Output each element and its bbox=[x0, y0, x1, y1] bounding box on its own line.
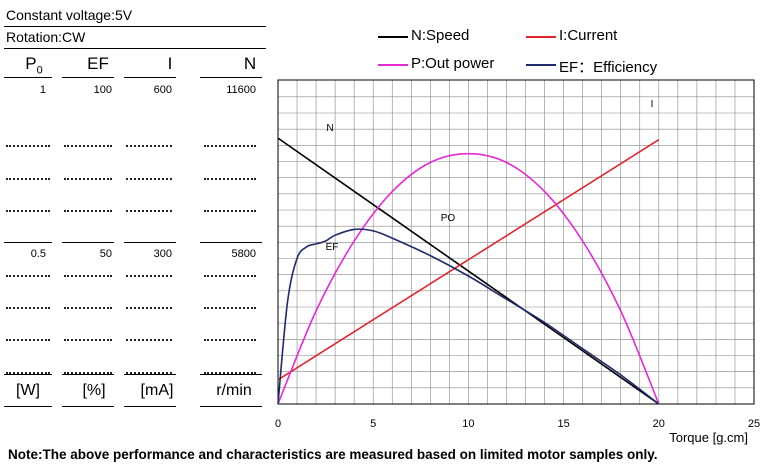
ef-max-value: 100 bbox=[93, 84, 112, 96]
dotted-tick bbox=[6, 339, 50, 341]
series-label-ef: EF bbox=[326, 242, 339, 253]
table-bottom-line bbox=[62, 406, 114, 407]
x-tick-label: 10 bbox=[462, 418, 474, 430]
ef-mid-value: 50 bbox=[99, 248, 112, 260]
legend-label-current: I:Current bbox=[559, 27, 618, 44]
column-head-p-main: P bbox=[25, 54, 37, 73]
dotted-tick bbox=[126, 275, 172, 277]
series-line-i bbox=[277, 139, 660, 381]
plot-frame bbox=[277, 79, 755, 405]
dotted-tick bbox=[204, 307, 256, 309]
table-unit-line bbox=[4, 374, 52, 375]
x-tick-label: 0 bbox=[275, 418, 281, 430]
series-labels: N I PO EF bbox=[326, 99, 654, 253]
table-head-underline bbox=[200, 77, 262, 78]
dotted-tick bbox=[204, 372, 256, 374]
x-tick-label: 15 bbox=[557, 418, 569, 430]
x-axis-label: Torque [g.cm] bbox=[669, 430, 748, 445]
dotted-tick bbox=[64, 210, 112, 212]
dotted-tick bbox=[64, 275, 112, 277]
x-tick-labels: 0 5 10 15 20 25 bbox=[275, 418, 760, 430]
column-head-p-sub: 0 bbox=[36, 64, 43, 77]
series-line-ef bbox=[277, 228, 660, 405]
legend-swatch-speed bbox=[378, 36, 408, 38]
table-bottom-line bbox=[124, 406, 176, 407]
dotted-tick bbox=[64, 372, 112, 374]
dotted-tick bbox=[126, 339, 172, 341]
chart-series bbox=[277, 137, 660, 405]
table-mid-line bbox=[200, 242, 262, 243]
column-head-ef: EF bbox=[87, 54, 109, 73]
table-bottom-line bbox=[4, 406, 52, 407]
dotted-tick bbox=[64, 307, 112, 309]
column-head-n: N bbox=[243, 54, 257, 73]
column-head-p: P0 bbox=[14, 54, 54, 76]
table-head-underline bbox=[62, 77, 114, 78]
dotted-tick bbox=[6, 307, 50, 309]
n-unit: r/min bbox=[216, 382, 252, 399]
table-bottom-line bbox=[200, 406, 262, 407]
series-line-n bbox=[277, 137, 660, 405]
legend-label-efficiency: EF：Efficiency bbox=[559, 59, 658, 76]
dotted-tick bbox=[6, 210, 50, 212]
rotation-label: Rotation:CW bbox=[6, 29, 86, 45]
n-max-value: 11600 bbox=[226, 84, 256, 96]
legend-label-power: P:Out power bbox=[411, 55, 495, 72]
voltage-label: Constant voltage:5V bbox=[6, 7, 133, 23]
divider-line bbox=[4, 26, 266, 27]
n-mid-value: 5800 bbox=[231, 248, 256, 260]
i-mid-value: 300 bbox=[153, 248, 172, 260]
table-unit-line bbox=[124, 374, 176, 375]
dotted-tick bbox=[64, 145, 112, 147]
dotted-tick bbox=[204, 178, 256, 180]
table-head-underline bbox=[4, 77, 52, 78]
p-unit: [W] bbox=[16, 382, 40, 399]
dotted-tick bbox=[64, 178, 112, 180]
dotted-tick bbox=[6, 178, 50, 180]
footnote: Note:The above performance and character… bbox=[8, 447, 657, 462]
dotted-tick bbox=[204, 339, 256, 341]
dotted-tick bbox=[126, 178, 172, 180]
p-max-value: 1 bbox=[39, 84, 46, 96]
series-line-po bbox=[277, 152, 660, 405]
dotted-tick bbox=[126, 210, 172, 212]
table-mid-line bbox=[62, 242, 114, 243]
divider-line bbox=[4, 48, 266, 49]
column-head-i: I bbox=[167, 54, 173, 73]
dotted-tick bbox=[64, 339, 112, 341]
table-unit-line bbox=[62, 374, 114, 375]
dotted-tick bbox=[204, 145, 256, 147]
note-text: The above performance and characteristic… bbox=[42, 447, 658, 462]
p-mid-value: 0.5 bbox=[30, 248, 46, 260]
dotted-tick bbox=[126, 145, 172, 147]
series-label-i: I bbox=[651, 99, 654, 110]
x-tick-label: 5 bbox=[370, 418, 376, 430]
legend-swatch-power bbox=[378, 64, 408, 66]
table-mid-line bbox=[124, 242, 176, 243]
dotted-tick bbox=[126, 372, 172, 374]
legend-label-speed: N:Speed bbox=[411, 27, 470, 44]
i-max-value: 600 bbox=[153, 84, 172, 96]
dotted-tick bbox=[204, 275, 256, 277]
i-unit: [mA] bbox=[140, 382, 174, 399]
table-unit-line bbox=[200, 374, 262, 375]
table-head-underline bbox=[124, 77, 176, 78]
ef-unit: [%] bbox=[82, 382, 106, 399]
legend-swatch-current bbox=[526, 36, 556, 38]
dotted-tick bbox=[6, 372, 50, 374]
dotted-tick bbox=[204, 210, 256, 212]
dotted-tick bbox=[126, 307, 172, 309]
chart-grid bbox=[278, 80, 754, 404]
x-tick-label: 20 bbox=[653, 418, 665, 430]
x-tick-label: 25 bbox=[748, 418, 760, 430]
series-label-n: N bbox=[326, 123, 333, 134]
series-label-po: PO bbox=[441, 213, 456, 224]
note-label: Note: bbox=[8, 447, 43, 462]
dotted-tick bbox=[6, 275, 50, 277]
table-mid-line bbox=[4, 242, 52, 243]
dotted-tick bbox=[6, 145, 50, 147]
legend-swatch-efficiency bbox=[526, 64, 556, 66]
